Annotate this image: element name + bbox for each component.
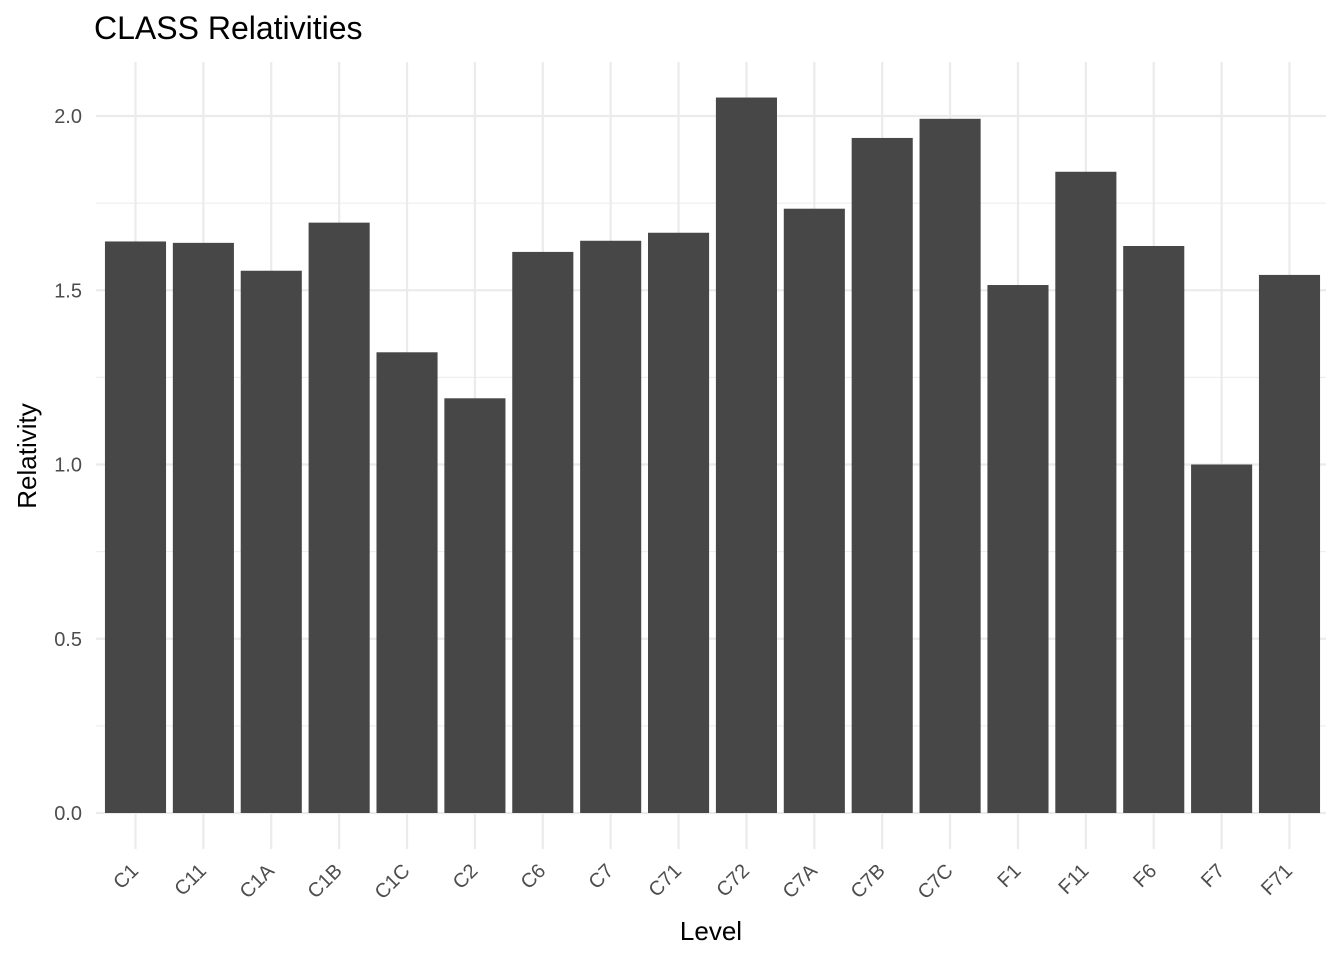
x-axis-title: Level [680, 916, 742, 946]
bar-c6 [512, 251, 574, 814]
x-tick-label: C1 [109, 860, 143, 894]
x-tick-label: C6 [517, 860, 551, 894]
x-tick-label: C2 [449, 860, 483, 894]
bar-c72 [715, 97, 777, 814]
bar-c2 [444, 398, 506, 813]
x-tick-label: C11 [170, 860, 210, 900]
x-tick-label: C7A [779, 860, 823, 904]
bar-c7a [783, 208, 845, 814]
x-tick-label: C7 [585, 860, 619, 894]
y-tick-label: 2.0 [54, 106, 82, 128]
x-tick-label: C7B [847, 860, 890, 903]
bar-c1c [376, 352, 438, 813]
x-tick-label: F6 [1129, 860, 1161, 892]
y-axis-title: Relativity [12, 403, 42, 508]
bars [104, 97, 1321, 814]
bar-f71 [1258, 274, 1321, 813]
y-axis-ticks: 0.0 0.5 1.0 1.5 2.0 [54, 106, 82, 825]
bar-c7 [580, 240, 642, 813]
x-tick-label: C1A [236, 860, 280, 904]
x-tick-label: C7C [914, 860, 958, 904]
bar-c1 [104, 241, 167, 813]
bar-c11 [172, 242, 234, 813]
y-tick-label: 0.0 [54, 803, 82, 825]
x-axis-ticks: C1 C11 C1A C1B C1C C2 C6 C7 C71 C72 C7A C7B C7C F1 F11… [109, 860, 1297, 904]
bar-c1a [240, 270, 302, 813]
x-tick-label: F7 [1197, 860, 1229, 892]
x-tick-label: F71 [1257, 860, 1297, 900]
bar-c7b [851, 137, 913, 813]
y-tick-label: 0.5 [54, 629, 82, 651]
chart-title: CLASS Relativities [94, 10, 363, 46]
x-tick-label: F11 [1055, 860, 1094, 899]
bar-c71 [648, 232, 710, 813]
bar-c1b [308, 222, 370, 814]
x-tick-label: F1 [993, 860, 1025, 892]
bar-f1 [987, 285, 1049, 814]
x-tick-label: C71 [645, 860, 687, 902]
bar-f11 [1055, 171, 1117, 813]
y-tick-label: 1.5 [54, 280, 82, 302]
bar-f7 [1191, 464, 1253, 813]
x-tick-label: C1B [304, 860, 347, 903]
bar-f6 [1123, 245, 1185, 814]
x-tick-label: C1C [371, 860, 415, 904]
y-tick-label: 1.0 [54, 455, 82, 477]
bar-c7c [919, 118, 981, 813]
x-tick-label: C72 [712, 860, 754, 902]
